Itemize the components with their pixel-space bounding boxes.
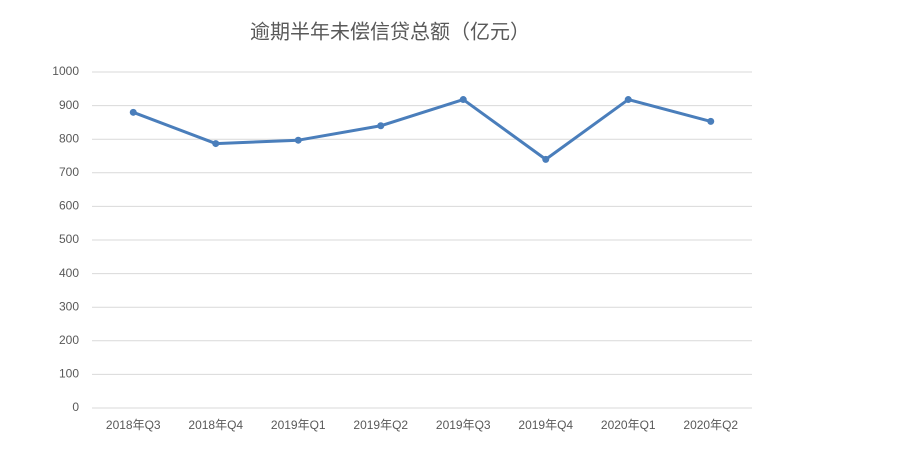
data-line: [132, 98, 712, 161]
data-point: [707, 117, 715, 125]
y-tick-label: 800: [59, 131, 79, 145]
y-tick-label: 0: [72, 400, 79, 414]
y-tick-label: 400: [59, 266, 79, 280]
y-tick-label: 100: [59, 367, 79, 381]
x-tick-label: 2019年Q3: [436, 418, 491, 432]
chart-title: 逾期半年未偿信贷总额（亿元）: [250, 20, 530, 43]
data-point: [294, 136, 302, 144]
y-tick-label: 300: [59, 299, 79, 313]
y-tick-label: 200: [59, 333, 79, 347]
x-tick-label: 2020年Q2: [683, 418, 738, 432]
x-tick-label: 2019年Q2: [353, 418, 408, 432]
data-point: [624, 96, 632, 104]
data-point: [377, 122, 385, 130]
data-point: [129, 108, 137, 116]
x-tick-label: 2018年Q3: [106, 418, 161, 432]
x-tick-label: 2019年Q1: [271, 418, 326, 432]
data-point: [542, 155, 550, 163]
y-tick-label: 1000: [52, 64, 79, 78]
y-tick-label: 500: [59, 232, 79, 246]
x-tick-label: 2018年Q4: [188, 418, 243, 432]
data-point: [212, 140, 220, 148]
data-point: [459, 96, 467, 104]
x-tick-label: 2019年Q4: [518, 418, 573, 432]
y-tick-label: 700: [59, 165, 79, 179]
y-tick-label: 600: [59, 199, 79, 213]
y-tick-label: 900: [59, 98, 79, 112]
x-tick-label: 2020年Q1: [601, 418, 656, 432]
